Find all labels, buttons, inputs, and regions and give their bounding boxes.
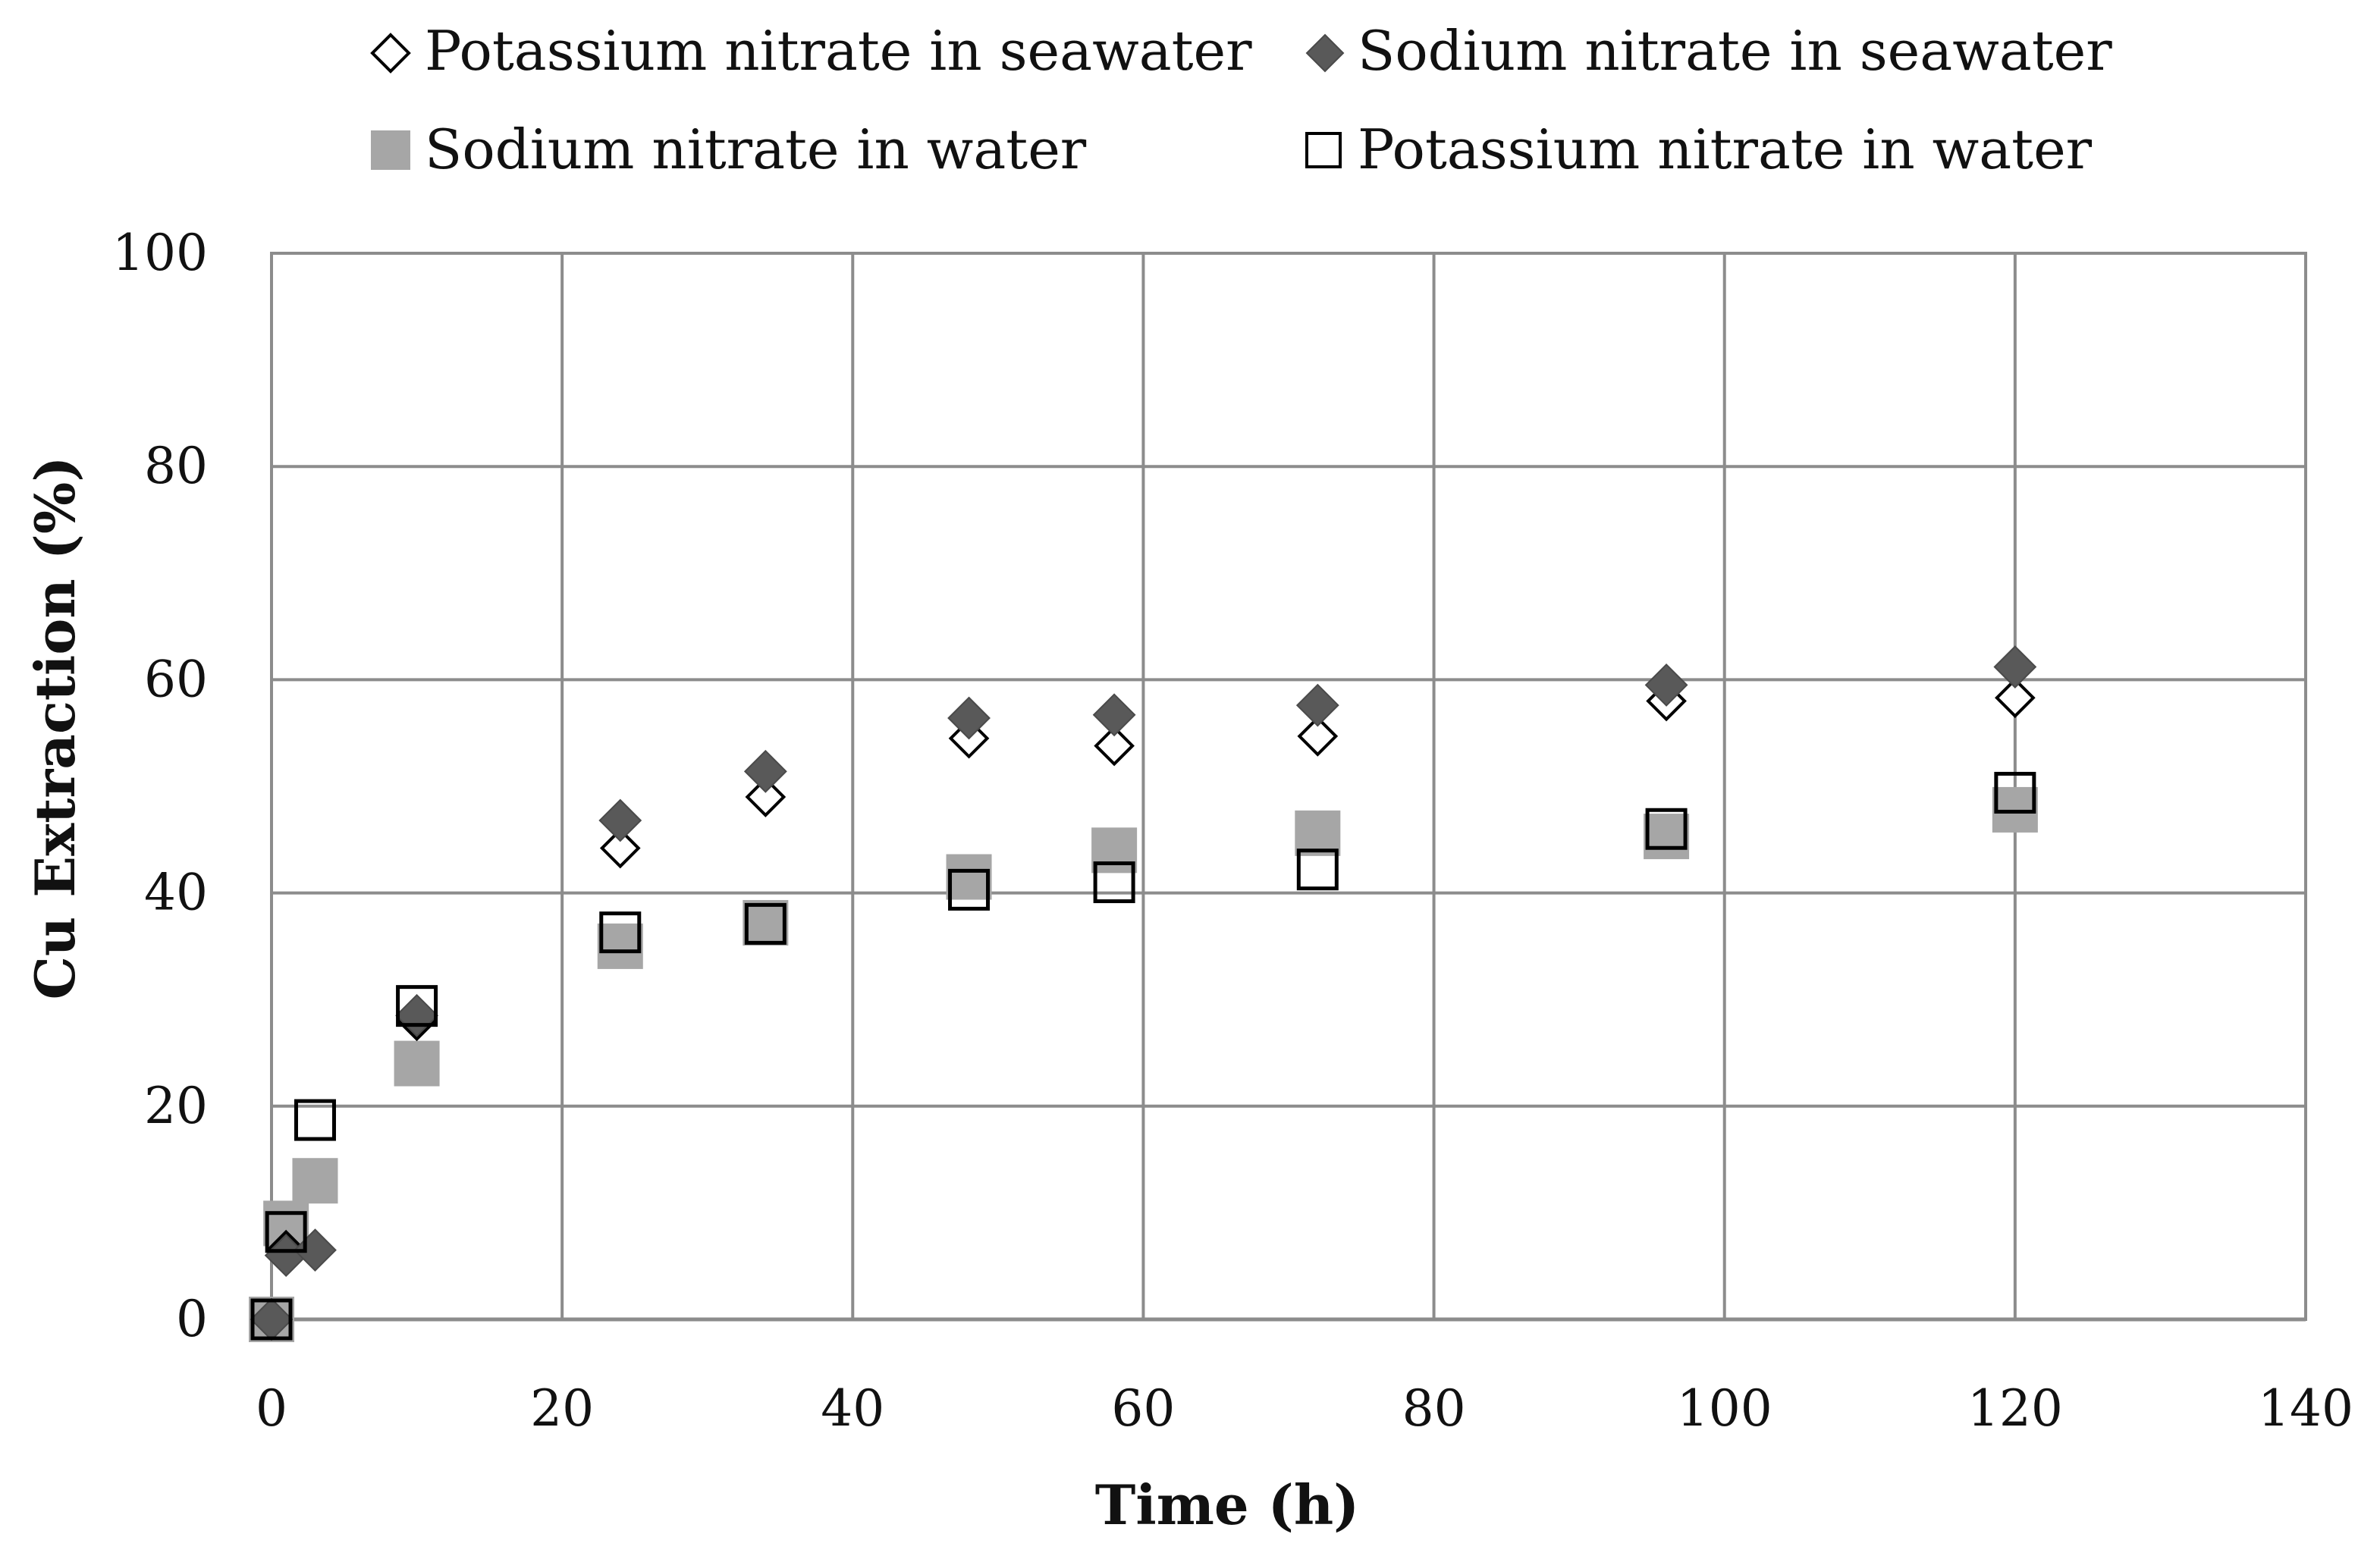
data-point-square-filled xyxy=(1295,810,1341,856)
data-point-diamond-filled xyxy=(947,696,991,740)
data-point-square-open xyxy=(599,911,642,954)
y-axis-title: Cu Extraction (%) xyxy=(23,456,87,1000)
x-tick-label: 20 xyxy=(530,1379,594,1438)
data-point-square-open xyxy=(1994,771,2036,814)
data-point-square-filled xyxy=(597,923,643,969)
data-point-diamond-open xyxy=(1297,716,1339,757)
x-tick-label: 80 xyxy=(1402,1379,1466,1438)
data-point-square-open xyxy=(1093,861,1135,904)
data-point-square-open xyxy=(744,902,787,945)
data-point-diamond-filled xyxy=(1993,645,2037,689)
data-point-square-filled xyxy=(743,899,789,946)
legend-marker-filled-square xyxy=(371,130,410,170)
data-point-square-filled xyxy=(946,854,992,900)
legend-entry-sodium-nitrate-seawater: Sodium nitrate in seawater xyxy=(1305,19,2112,83)
x-tick-label: 140 xyxy=(2258,1379,2353,1438)
legend-label: Potassium nitrate in seawater xyxy=(425,19,1252,83)
y-tick-label: 80 xyxy=(144,437,208,495)
y-tick-label: 0 xyxy=(176,1290,208,1348)
y-tick-label: 20 xyxy=(144,1077,208,1135)
legend-entry-potassium-nitrate-water: Potassium nitrate in water xyxy=(1305,118,2093,181)
data-point-diamond-filled xyxy=(598,798,642,842)
x-axis-title: Time (h) xyxy=(1095,1473,1359,1537)
data-point-diamond-open xyxy=(1995,677,2036,719)
data-point-square-filled xyxy=(1091,827,1138,874)
data-point-square-open xyxy=(948,868,991,911)
data-points xyxy=(249,645,2038,1342)
y-tick-label: 100 xyxy=(112,224,208,282)
legend-label: Sodium nitrate in seawater xyxy=(1358,19,2112,83)
legend-entry-sodium-nitrate-water: Sodium nitrate in water xyxy=(371,118,1087,181)
axis-ticks: 0 20 40 60 80 100 120 140 0 20 40 60 80 100 xyxy=(112,224,2353,1438)
x-tick-label: 100 xyxy=(1677,1379,1772,1438)
data-point-diamond-filled xyxy=(743,749,787,793)
legend-label: Potassium nitrate in water xyxy=(1358,118,2093,181)
data-point-square-filled xyxy=(394,1040,440,1087)
plot-area xyxy=(272,253,2306,1319)
legend-label: Sodium nitrate in water xyxy=(425,118,1087,181)
data-point-diamond-filled xyxy=(1644,663,1688,707)
legend: Potassium nitrate in seawater Sodium nit… xyxy=(370,19,2112,181)
data-point-diamond-filled xyxy=(1295,683,1339,727)
data-point-square-open xyxy=(1645,808,1688,850)
y-tick-label: 60 xyxy=(144,650,208,708)
data-point-square-open xyxy=(265,1211,307,1253)
x-tick-label: 60 xyxy=(1111,1379,1175,1438)
x-tick-label: 120 xyxy=(1967,1379,2063,1438)
data-point-diamond-open xyxy=(599,827,641,869)
data-point-square-open xyxy=(294,1099,336,1141)
legend-marker-open-diamond xyxy=(370,33,411,74)
data-point-diamond-open xyxy=(1094,725,1135,767)
data-point-diamond-filled xyxy=(294,1228,337,1272)
x-tick-label: 40 xyxy=(821,1379,884,1438)
plot-grid xyxy=(270,252,2307,1322)
data-point-diamond-open xyxy=(745,776,787,817)
data-point-square-open xyxy=(250,1298,293,1341)
legend-marker-filled-diamond xyxy=(1305,33,1345,73)
x-tick-label: 0 xyxy=(256,1379,287,1438)
data-point-square-open xyxy=(396,985,438,1027)
data-point-square-open xyxy=(1296,849,1339,891)
y-tick-label: 40 xyxy=(144,864,208,922)
data-point-square-filled xyxy=(1644,814,1690,860)
legend-entry-potassium-nitrate-seawater: Potassium nitrate in seawater xyxy=(370,19,1252,83)
data-point-square-filled xyxy=(1992,786,2038,833)
data-point-square-filled xyxy=(292,1158,338,1204)
data-point-diamond-filled xyxy=(1092,693,1136,737)
legend-marker-open-square xyxy=(1305,132,1342,168)
